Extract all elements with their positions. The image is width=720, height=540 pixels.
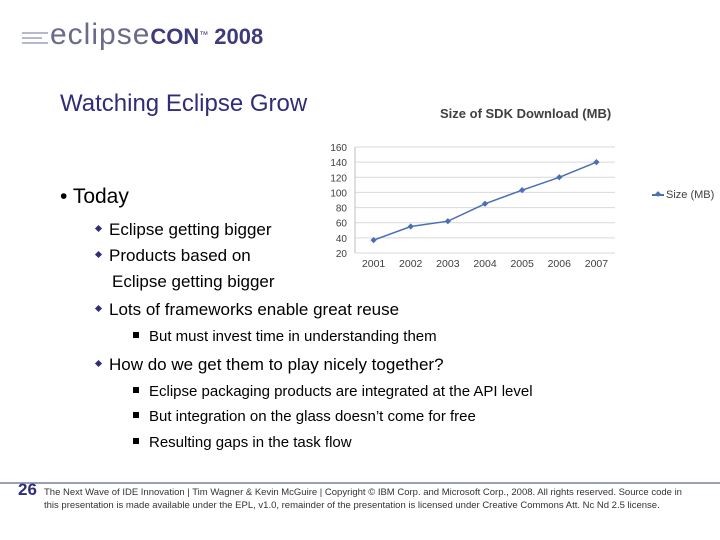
bullet-packaging: Eclipse packaging products are integrate…	[133, 383, 533, 400]
bullet-today: • Today	[60, 185, 129, 208]
footer-line-2: this presentation is made available unde…	[44, 500, 660, 511]
bullet-glass-text: But integration on the glass doesn’t com…	[149, 408, 476, 425]
legend-label: Size (MB)	[666, 189, 715, 201]
bullet-frameworks-text: Lots of frameworks enable great reuse	[109, 300, 400, 319]
chart-legend: Size (MB)	[652, 189, 714, 201]
diamond-bullet-icon	[94, 304, 103, 313]
square-bullet-icon	[133, 438, 139, 445]
legend-swatch	[652, 194, 664, 197]
bullet-frameworks: Lots of frameworks enable great reuse	[94, 300, 400, 320]
data-point	[444, 218, 451, 225]
bullet-products-text-1: Products based on	[109, 246, 251, 265]
logo-con-text: CON	[150, 24, 200, 49]
data-point	[407, 223, 414, 230]
bullet-glass: But integration on the glass doesn’t com…	[133, 408, 476, 425]
square-bullet-icon	[133, 332, 139, 339]
logo-eclipse-text: eclipse	[50, 18, 151, 51]
y-tick-label: 40	[336, 234, 348, 245]
x-tick-label: 2005	[510, 258, 534, 270]
bullet-products-cont: Eclipse getting bigger	[112, 272, 275, 292]
logo-bars	[22, 32, 48, 47]
y-tick-label: 140	[330, 158, 347, 169]
logo-tm: ™	[199, 29, 209, 40]
bullet-products-text-2: Eclipse getting bigger	[112, 272, 275, 291]
square-bullet-icon	[133, 387, 139, 394]
data-point	[556, 174, 563, 181]
bullet-gaps-text: Resulting gaps in the task flow	[149, 434, 352, 451]
bullet-products: Products based on	[94, 246, 251, 266]
bullet-invest-text: But must invest time in understanding th…	[149, 328, 437, 345]
bullet-packaging-text: Eclipse packaging products are integrate…	[149, 383, 533, 400]
bullet-today-text: Today	[72, 185, 129, 208]
slide-title: Watching Eclipse Grow	[60, 90, 308, 117]
square-bullet-icon	[133, 412, 139, 419]
footer-line-1: The Next Wave of IDE Innovation | Tim Wa…	[44, 487, 682, 498]
x-tick-label: 2003	[436, 258, 460, 270]
x-tick-label: 2004	[473, 258, 497, 270]
y-tick-label: 60	[336, 219, 348, 230]
bullet-invest: But must invest time in understanding th…	[133, 328, 437, 345]
bullet-play-nicely: How do we get them to play nicely togeth…	[94, 355, 444, 375]
x-tick-label: 2006	[548, 258, 572, 270]
y-tick-label: 100	[330, 188, 347, 199]
footer-divider	[0, 482, 720, 484]
y-tick-label: 160	[330, 143, 347, 154]
data-point	[593, 159, 600, 166]
y-tick-label: 20	[336, 249, 348, 260]
diamond-bullet-icon	[94, 224, 103, 233]
eclipsecon-logo: eclipseCON™ 2008	[22, 18, 270, 58]
diamond-bullet-icon	[94, 250, 103, 259]
y-tick-label: 120	[330, 173, 347, 184]
x-tick-label: 2002	[399, 258, 423, 270]
sdk-size-chart: 20 40 60 80 100 120 140 160 2001 2002 2003 2004 2005…	[330, 143, 615, 270]
page-number: 26	[18, 480, 37, 499]
diamond-bullet-icon	[94, 359, 103, 368]
logo-year: 2008	[214, 24, 264, 49]
x-tick-label: 2001	[362, 258, 386, 270]
y-tick-label: 80	[336, 204, 348, 215]
data-point	[481, 200, 489, 207]
footer-text: The Next Wave of IDE Innovation | Tim Wa…	[44, 486, 720, 512]
bullet-bigger: Eclipse getting bigger	[94, 220, 272, 240]
bullet-play-nicely-text: How do we get them to play nicely togeth…	[109, 355, 444, 374]
bullet-bigger-text: Eclipse getting bigger	[109, 220, 272, 239]
bullet-gaps: Resulting gaps in the task flow	[133, 434, 352, 451]
chart-title: Size of SDK Download (MB)	[440, 106, 612, 121]
x-tick-label: 2007	[585, 258, 609, 270]
